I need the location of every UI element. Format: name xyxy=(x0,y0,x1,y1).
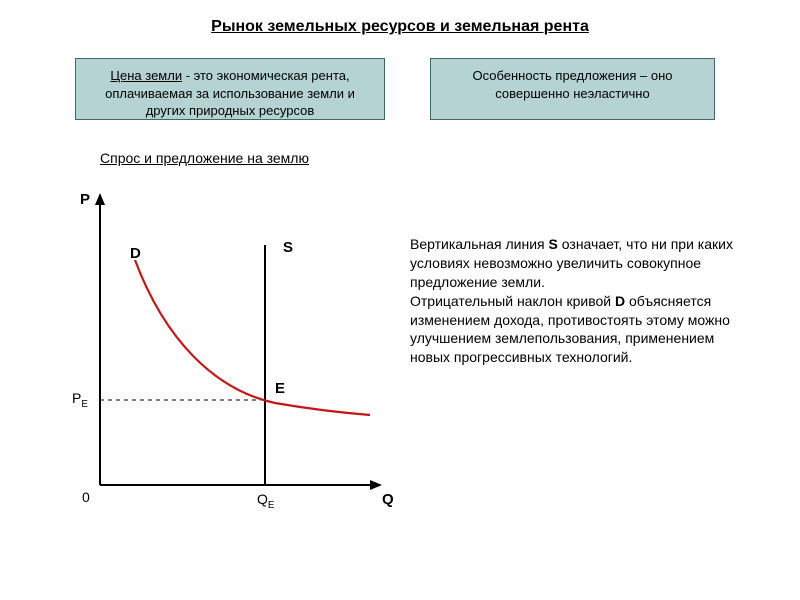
page-title: Рынок земельных ресурсов и земельная рен… xyxy=(0,18,800,36)
supply-label: S xyxy=(283,239,293,256)
origin-label: 0 xyxy=(82,489,90,505)
expl-d-prefix: Отрицательный наклон кривой xyxy=(410,293,615,309)
chart-subheading: Спрос и предложение на землю xyxy=(100,150,309,166)
supply-demand-chart: PQ0DSEPEQE xyxy=(70,185,390,505)
definition-box-supply: Особенность предложения – оно совершенно… xyxy=(430,58,715,120)
definition-term: Цена земли xyxy=(110,68,182,83)
expl-s-prefix: Вертикальная линия xyxy=(410,236,549,252)
axis-label-q: Q xyxy=(382,491,394,508)
qe-label: QE xyxy=(257,491,274,511)
axis-label-p: P xyxy=(80,191,90,208)
chart-svg xyxy=(70,185,390,505)
expl-d-bold: D xyxy=(615,293,625,309)
expl-s-bold: S xyxy=(549,236,558,252)
equilibrium-label: E xyxy=(275,380,285,397)
chart-explanation: Вертикальная линия S означает, что ни пр… xyxy=(410,235,755,367)
definition-box-price: Цена земли - это экономическая рента, оп… xyxy=(75,58,385,120)
pe-label: PE xyxy=(72,390,88,410)
demand-label: D xyxy=(130,245,141,262)
